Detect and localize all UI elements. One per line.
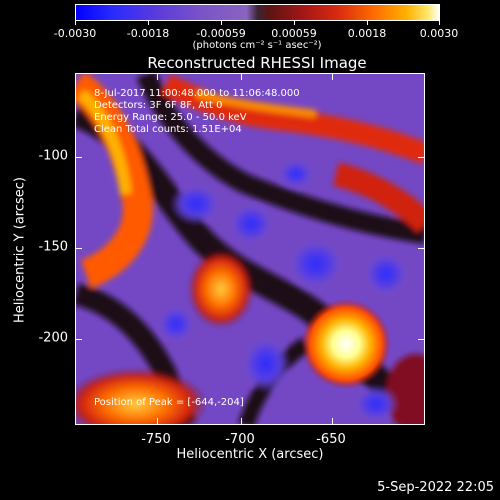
colorbar-tick-label: -0.0030 [53,27,97,40]
colorbar-units: (photons cm⁻² s⁻¹ asec⁻²) [192,40,322,51]
y-tick [418,339,424,340]
y-tick [418,248,424,249]
colorbar-tick-label: -0.0018 [126,27,170,40]
peak-position-label: Position of Peak = [-644,-204] [94,397,244,408]
y-tick-label: -100 [38,148,68,164]
colorbar-tick [148,21,149,25]
solar-image [76,74,424,424]
y-tick [76,157,82,158]
colorbar-tick-label: 0.0018 [347,27,387,40]
x-tick [241,74,242,80]
x-tick-label: -750 [141,432,171,447]
x-tick [332,74,333,80]
colorbar-tick [221,21,222,25]
colorbar-tick-label: -0.00059 [196,27,246,40]
y-tick [418,157,424,158]
energy-range-label: Energy Range: 25.0 - 50.0 keV [94,112,247,123]
colorbar-tick [367,21,368,25]
x-tick [157,418,158,424]
x-tick [157,74,158,80]
colorbar-tick [439,21,440,25]
colorbar-tick-label: 0.0030 [419,27,459,40]
y-tick [76,339,82,340]
y-axis-title: Heliocentric Y (arcsec) [12,177,28,323]
x-tick [332,418,333,424]
solar-image-plot: 8-Jul-2017 11:00:48.000 to 11:06:48.000 … [75,73,425,425]
time-range-label: 8-Jul-2017 11:00:48.000 to 11:06:48.000 [94,88,300,99]
image-title: Reconstructed RHESSI Image [147,54,367,72]
x-axis-title: Heliocentric X (arcsec) [176,447,324,462]
y-tick [76,248,82,249]
colorbar [75,4,440,21]
x-tick-label: -700 [225,432,255,447]
colorbar-tick [75,21,76,25]
x-tick [241,418,242,424]
peak-source [301,299,391,389]
date-stamp: 5-Sep-2022 22:05 [377,480,494,495]
x-tick-label: -650 [316,432,346,447]
colorbar-tick [294,21,295,25]
y-tick-label: -150 [38,239,68,255]
colorbar-tick-label: 0.00059 [271,27,317,40]
detectors-label: Detectors: 3F 6F 8F, Att 0 [94,100,223,111]
clean-counts-label: Clean Total counts: 1.51E+04 [94,124,242,135]
y-tick-label: -200 [38,330,68,346]
